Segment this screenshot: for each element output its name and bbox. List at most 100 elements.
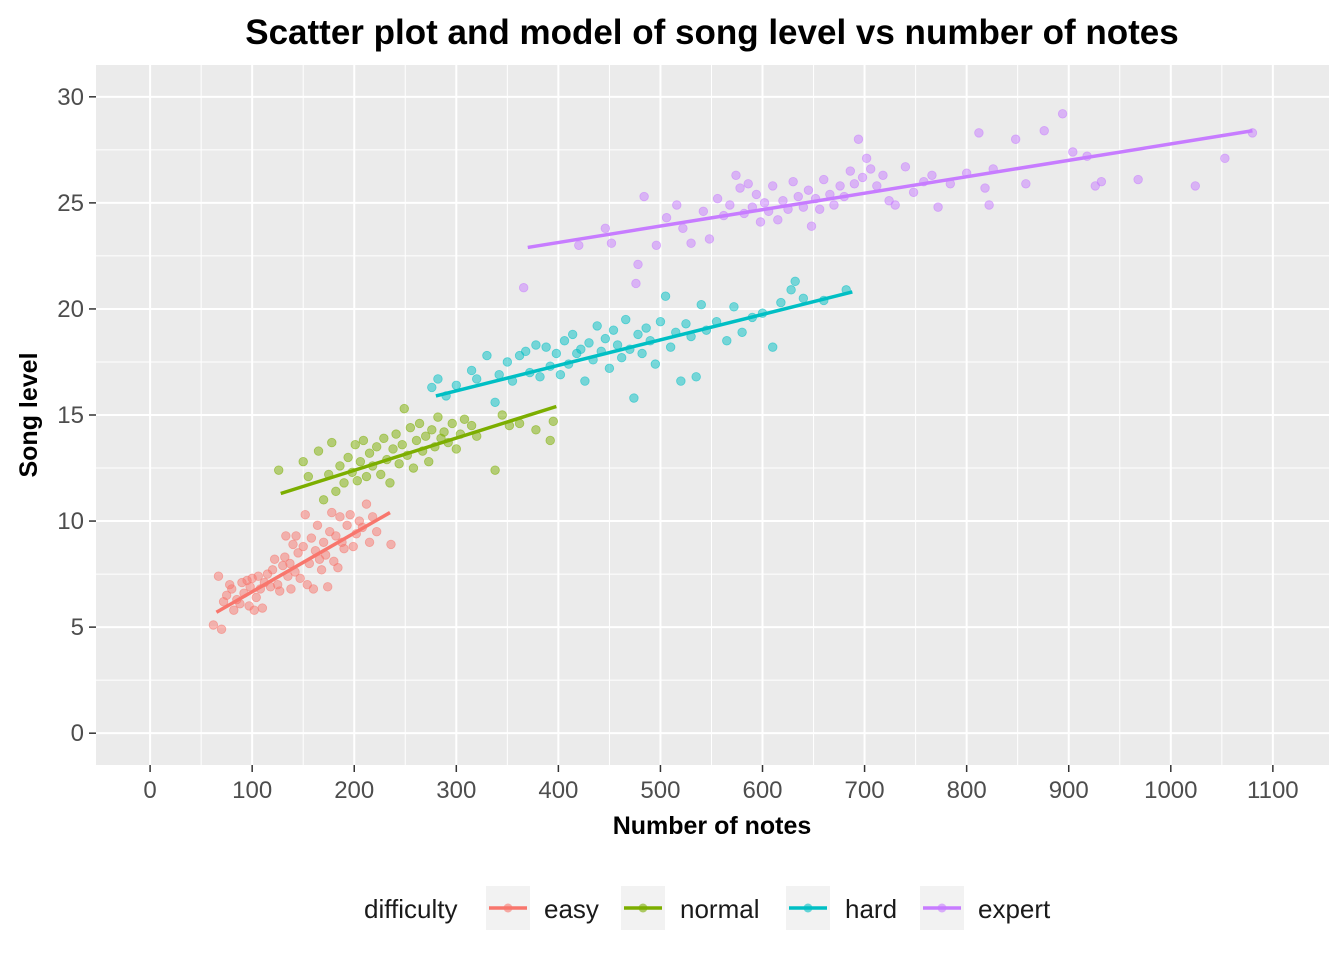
point-easy: [335, 512, 345, 522]
point-hard: [722, 336, 732, 346]
point-expert: [849, 179, 860, 189]
fit-line-hard: [435, 290, 853, 398]
point-normal: [376, 469, 386, 480]
x-tick-label: 100: [232, 777, 272, 804]
point-hard: [584, 338, 594, 348]
point-expert: [814, 204, 825, 214]
point-expert: [768, 181, 778, 191]
point-hard: [592, 321, 602, 331]
point-expert: [866, 164, 876, 174]
point-easy: [281, 531, 291, 541]
point-easy: [361, 499, 372, 509]
point-normal: [350, 439, 360, 450]
point-easy: [269, 554, 280, 564]
point-expert: [678, 223, 688, 234]
point-hard: [621, 314, 631, 325]
point-expert: [803, 185, 814, 195]
point-expert: [857, 172, 868, 183]
point-normal: [420, 431, 431, 441]
x-tick-label: 200: [334, 777, 374, 804]
point-hard: [629, 393, 639, 403]
legend-title: difficulty: [364, 894, 457, 924]
point-easy: [208, 620, 219, 630]
point-expert: [661, 213, 672, 223]
fit-line-easy: [215, 511, 391, 614]
fit-line-expert: [527, 129, 1253, 250]
point-expert: [698, 206, 709, 217]
legend-item-expert: expert: [920, 886, 1051, 930]
x-tick-label: 400: [538, 777, 578, 804]
point-normal: [298, 456, 308, 467]
point-normal: [459, 414, 470, 424]
point-hard: [660, 291, 671, 301]
point-easy: [386, 539, 396, 550]
point-normal: [451, 444, 462, 454]
point-hard: [567, 329, 578, 340]
legend-label-expert: expert: [978, 894, 1051, 924]
point-hard: [559, 336, 570, 346]
point-expert: [829, 200, 839, 210]
x-tick-label: 300: [436, 777, 476, 804]
y-tick-label: 30: [57, 84, 84, 111]
point-expert: [1190, 181, 1200, 191]
point-expert: [773, 215, 783, 225]
point-normal: [339, 478, 349, 488]
point-expert: [853, 134, 864, 144]
point-normal: [490, 465, 500, 475]
point-easy: [221, 590, 232, 601]
legend-label-normal: normal: [680, 894, 759, 924]
point-hard: [665, 342, 676, 352]
point-hard: [798, 293, 809, 304]
point-expert: [1068, 147, 1078, 157]
point-hard: [604, 363, 615, 374]
point-normal: [424, 456, 434, 467]
point-expert: [890, 200, 900, 210]
point-expert: [900, 162, 911, 172]
point-hard: [768, 342, 778, 352]
point-normal: [545, 435, 555, 446]
x-tick-label: 1100: [1247, 777, 1299, 804]
point-normal: [497, 410, 507, 420]
point-hard: [521, 346, 531, 357]
point-hard: [472, 374, 482, 384]
x-tick-label: 800: [947, 777, 987, 804]
point-easy: [229, 605, 239, 615]
point-expert: [725, 200, 735, 210]
point-expert: [751, 189, 762, 200]
point-normal: [397, 439, 407, 450]
y-axis-title: Song level: [15, 352, 43, 477]
point-easy: [249, 605, 259, 615]
point-easy: [318, 537, 329, 547]
point-expert: [704, 234, 715, 244]
point-easy: [322, 582, 333, 592]
fit-line-normal: [280, 404, 557, 496]
point-expert: [1010, 134, 1021, 144]
legend-label-hard: hard: [845, 894, 897, 924]
point-normal: [399, 403, 409, 414]
point-hard: [600, 333, 611, 344]
point-easy: [339, 543, 349, 554]
point-normal: [364, 448, 375, 458]
grid-lines: [96, 65, 1329, 765]
point-expert: [980, 183, 990, 193]
point-expert: [806, 221, 817, 231]
point-expert: [631, 278, 641, 289]
chart-title: Scatter plot and model of song level vs …: [245, 13, 1178, 52]
point-hard: [786, 285, 796, 295]
point-expert: [835, 181, 845, 191]
point-easy: [288, 539, 298, 550]
point-easy: [213, 571, 224, 581]
point-expert: [1057, 109, 1068, 119]
point-easy: [267, 565, 278, 575]
point-expert: [927, 170, 937, 181]
point-expert: [845, 166, 855, 176]
legend-dot-normal: [638, 903, 648, 913]
point-normal: [466, 420, 477, 431]
point-hard: [490, 397, 500, 407]
point-expert: [778, 196, 788, 206]
point-expert: [933, 202, 943, 212]
point-expert: [878, 170, 888, 181]
point-normal: [361, 471, 372, 482]
x-tick-label: 500: [640, 777, 680, 804]
y-tick-label: 5: [71, 614, 84, 641]
